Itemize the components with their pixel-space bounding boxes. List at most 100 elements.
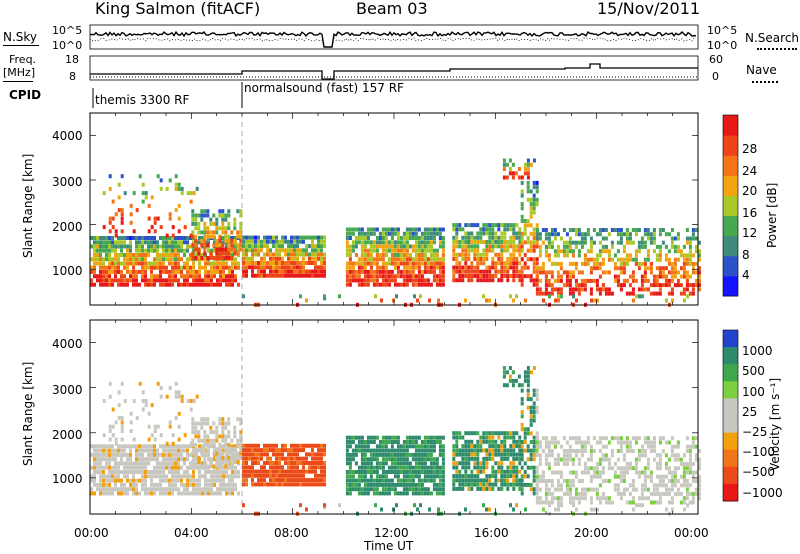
power-cell <box>99 265 102 270</box>
power-cell <box>209 221 213 226</box>
power-cell <box>532 231 536 236</box>
velocity-cell <box>583 491 587 496</box>
power-cell <box>670 240 674 245</box>
velocity-cell <box>266 469 269 474</box>
power-cell <box>224 213 228 218</box>
velocity-cell <box>658 474 662 479</box>
power-cell <box>697 240 701 245</box>
velocity-cell <box>667 457 671 462</box>
power-cell <box>589 257 593 262</box>
power-cell <box>189 274 192 279</box>
velocity-cell <box>357 465 361 470</box>
velocity-cell <box>348 457 352 462</box>
velocity-cell <box>411 435 415 440</box>
power-cell <box>613 261 617 266</box>
velocity-cell <box>429 448 433 453</box>
power-cell <box>135 240 138 245</box>
velocity-cell <box>123 474 126 479</box>
velocity-cell <box>670 449 674 453</box>
velocity-cell <box>393 448 397 453</box>
velocity-cell <box>518 439 522 444</box>
power-cell <box>174 182 178 187</box>
velocity-cell <box>351 478 355 483</box>
velocity-cell <box>111 491 114 496</box>
velocity-cell <box>123 470 126 474</box>
velocity-cell <box>239 438 243 443</box>
power-cell <box>266 248 269 253</box>
velocity-cell <box>191 421 195 426</box>
velocity-cell <box>296 465 299 470</box>
power-cell <box>317 244 320 249</box>
velocity-cell <box>290 452 293 457</box>
velocity-cell <box>691 500 695 505</box>
power-cell <box>515 248 519 253</box>
power-cell <box>408 261 412 266</box>
velocity-cell <box>102 491 105 496</box>
power-cell <box>204 278 207 283</box>
velocity-cell <box>646 461 650 466</box>
power-cell <box>153 240 156 245</box>
power-cbar-tick-4: 4 <box>742 268 750 282</box>
velocity-cell <box>556 461 560 466</box>
velocity-cell <box>646 496 650 501</box>
power-cell <box>231 253 234 257</box>
power-cell <box>266 239 269 244</box>
power-cell <box>357 236 361 240</box>
velocity-cell <box>114 448 117 453</box>
velocity-cell <box>538 440 542 445</box>
velocity-cell <box>544 461 548 466</box>
power-cell <box>254 239 257 244</box>
power-cell <box>476 223 480 228</box>
velocity-cell <box>571 496 575 501</box>
velocity-cell <box>126 465 129 470</box>
velocity-cell <box>485 456 489 461</box>
power-cell <box>257 252 260 257</box>
power-cell <box>523 167 527 171</box>
power-cell <box>287 273 290 278</box>
velocity-cell <box>470 431 474 436</box>
velocity-cell <box>96 444 99 449</box>
velocity-cell <box>126 487 129 492</box>
velocity-cell <box>503 439 507 444</box>
velocity-cell <box>586 436 590 441</box>
power-cell <box>512 274 516 278</box>
power-cell <box>673 274 677 279</box>
velocity-cell <box>227 417 231 422</box>
velocity-cell <box>526 392 530 397</box>
power-cell <box>577 291 581 296</box>
velocity-cell <box>374 503 377 508</box>
power-cell <box>476 244 480 249</box>
velocity-cell <box>673 466 677 471</box>
velocity-cell <box>186 457 189 462</box>
velocity-cell <box>688 466 692 471</box>
velocity-cell <box>568 449 572 453</box>
velocity-cell <box>509 482 513 487</box>
velocity-cell <box>345 448 349 453</box>
velocity-cell <box>526 370 530 375</box>
power-cell <box>417 261 421 266</box>
velocity-cell <box>476 478 480 483</box>
velocity-cell <box>420 491 424 496</box>
power-cell <box>123 244 126 249</box>
velocity-cell <box>414 465 418 470</box>
velocity-cell <box>221 460 225 465</box>
power-cell <box>156 274 159 279</box>
power-cell <box>239 209 243 214</box>
power-cell <box>619 283 623 288</box>
velocity-cell <box>314 482 317 487</box>
power-cell <box>183 282 186 287</box>
velocity-cell <box>141 457 144 462</box>
power-cell <box>248 265 251 270</box>
velocity-cell <box>305 478 308 483</box>
power-cell <box>360 253 364 257</box>
velocity-cell <box>426 487 430 492</box>
velocity-cell <box>99 457 102 462</box>
velocity-cell <box>529 487 533 492</box>
velocity-cell <box>213 491 216 496</box>
velocity-cell <box>411 457 415 462</box>
power-cell <box>402 282 406 287</box>
power-cell <box>461 278 465 283</box>
power-cell <box>405 236 409 240</box>
power-cell <box>520 248 524 253</box>
velocity-cell <box>114 482 117 487</box>
